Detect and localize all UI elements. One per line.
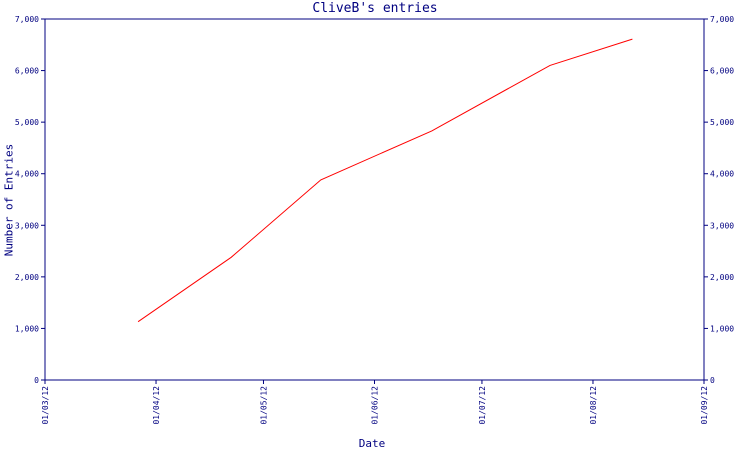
y-tick-label-right: 3,000 <box>710 221 734 230</box>
x-tick-label: 01/07/12 <box>478 386 487 425</box>
x-tick-label: 01/04/12 <box>152 386 161 425</box>
y-tick-label-left: 7,000 <box>15 15 39 24</box>
y-tick-label-left: 2,000 <box>15 273 39 282</box>
series-line <box>137 38 633 323</box>
x-ticks: 01/03/12 01/04/12 01/05/12 01/06/12 01/07/12… <box>41 380 709 425</box>
series <box>137 38 633 323</box>
y-tick-label-left: 3,000 <box>15 221 39 230</box>
y-tick-label-right: 5,000 <box>710 118 734 127</box>
y-tick-label-left: 5,000 <box>15 118 39 127</box>
y-tick-label-left: 4,000 <box>15 170 39 179</box>
y-tick-label-left: 1,000 <box>15 324 39 333</box>
x-tick-label: 01/05/12 <box>259 386 268 425</box>
x-tick-label: 01/03/12 <box>41 386 50 425</box>
y-ticks: 0 0 1,000 1,000 2,000 2,000 3,000 3,000 4,000 4,0… <box>15 15 734 385</box>
y-tick-label-right: 2,000 <box>710 273 734 282</box>
x-tick-label: 01/06/12 <box>371 386 380 425</box>
y-tick-label-right: 7,000 <box>710 15 734 24</box>
y-tick-label-left: 0 <box>34 376 39 385</box>
chart-title: CliveB's entries <box>312 1 438 16</box>
axes <box>44 18 705 381</box>
plot-frame <box>44 18 705 381</box>
y-tick-label-right: 0 <box>710 376 715 385</box>
x-axis-label: Date <box>358 437 386 450</box>
x-tick-label: 01/08/12 <box>589 386 598 425</box>
y-tick-label-right: 6,000 <box>710 67 734 76</box>
x-tick-label: 01/09/12 <box>700 386 709 425</box>
y-tick-label-right: 1,000 <box>710 324 734 333</box>
y-tick-label-left: 6,000 <box>15 67 39 76</box>
y-tick-label-right: 4,000 <box>710 170 734 179</box>
